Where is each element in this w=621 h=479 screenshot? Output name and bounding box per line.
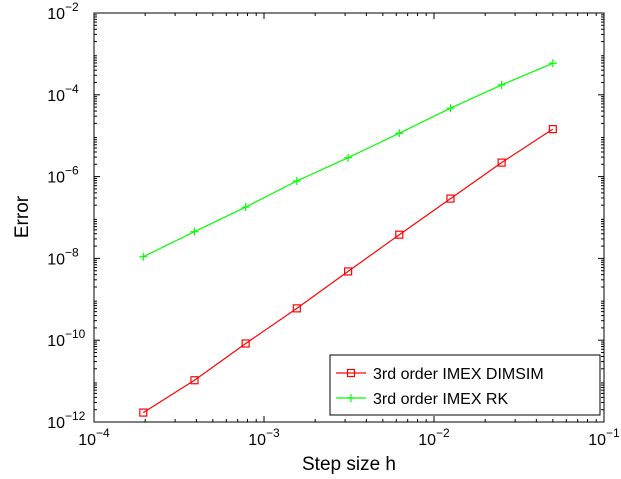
y-tick-label: 10−6 [47, 164, 79, 187]
data-point-square [241, 339, 250, 348]
y-tick-label: 10−10 [47, 327, 85, 350]
x-tick-label: 10−3 [248, 426, 280, 449]
data-point-square [190, 376, 199, 385]
data-point-plus [241, 203, 250, 212]
data-point-square [292, 304, 301, 313]
plot-area [93, 12, 605, 423]
data-point-square [548, 125, 557, 134]
y-tick-label-base: 10 [47, 88, 65, 105]
y-tick-label: 10−12 [47, 409, 85, 432]
data-point-square [497, 158, 506, 167]
legend-marker-rk [347, 394, 355, 402]
y-tick-label-exponent: −2 [65, 0, 79, 14]
y-tick-label-exponent: −12 [65, 409, 86, 423]
y-tick-label-base: 10 [47, 170, 65, 187]
series-1 [139, 59, 557, 261]
series-layer [139, 59, 557, 417]
y-tick-label-base: 10 [47, 333, 65, 350]
data-point-square [344, 267, 353, 276]
y-tick-label-base: 10 [47, 415, 65, 432]
data-point-plus [190, 227, 199, 236]
y-tick-label-exponent: −4 [65, 82, 79, 96]
x-tick-label: 10−4 [78, 426, 110, 449]
x-tick-label-base: 10 [418, 432, 436, 449]
data-point-plus [139, 252, 148, 261]
series-line-0 [142, 128, 554, 414]
data-point-square [139, 408, 148, 417]
data-point-plus [344, 153, 353, 162]
y-tick-label: 10−4 [47, 82, 79, 105]
x-tick-label-base: 10 [248, 432, 266, 449]
legend-label-rk: 3rd order IMEX RK [373, 391, 508, 408]
axis-ticks: 10−4 10−3 10−2 10−110−1210−1010−810−610−410… [47, 0, 620, 449]
y-tick-label: 10−2 [47, 0, 79, 23]
x-tick-label: 10−1 [588, 426, 620, 449]
data-point-plus [395, 129, 404, 138]
legend-label-dimsim: 3rd order IMEX DIMSIM [373, 366, 544, 383]
legend: 3rd order IMEX DIMSIM 3rd order IMEX RK [329, 354, 601, 416]
data-point-plus [497, 80, 506, 89]
legend-marker-dimsim [346, 368, 356, 378]
y-axis-label: Error [12, 195, 33, 238]
x-tick-label-exponent: −3 [266, 426, 280, 440]
x-tick-label-exponent: −2 [436, 426, 450, 440]
data-point-square [446, 194, 455, 203]
y-tick-label: 10−8 [47, 245, 79, 268]
series-0 [139, 125, 557, 417]
x-tick-label-exponent: −1 [606, 426, 620, 440]
data-point-plus [446, 104, 455, 113]
x-tick-label-exponent: −4 [96, 426, 110, 440]
data-point-plus [548, 59, 557, 68]
legend-box [329, 354, 601, 416]
y-tick-label-exponent: −10 [65, 327, 86, 341]
x-tick-label-base: 10 [78, 432, 96, 449]
x-tick-label-base: 10 [588, 432, 606, 449]
data-point-square [395, 230, 404, 239]
y-tick-label-exponent: −6 [65, 164, 79, 178]
y-tick-label-base: 10 [47, 6, 65, 23]
y-tick-label-exponent: −8 [65, 245, 79, 259]
x-tick-label: 10−2 [418, 426, 450, 449]
data-point-plus [292, 177, 301, 186]
y-tick-label-base: 10 [47, 251, 65, 268]
x-axis-label: Step size h [302, 454, 396, 475]
